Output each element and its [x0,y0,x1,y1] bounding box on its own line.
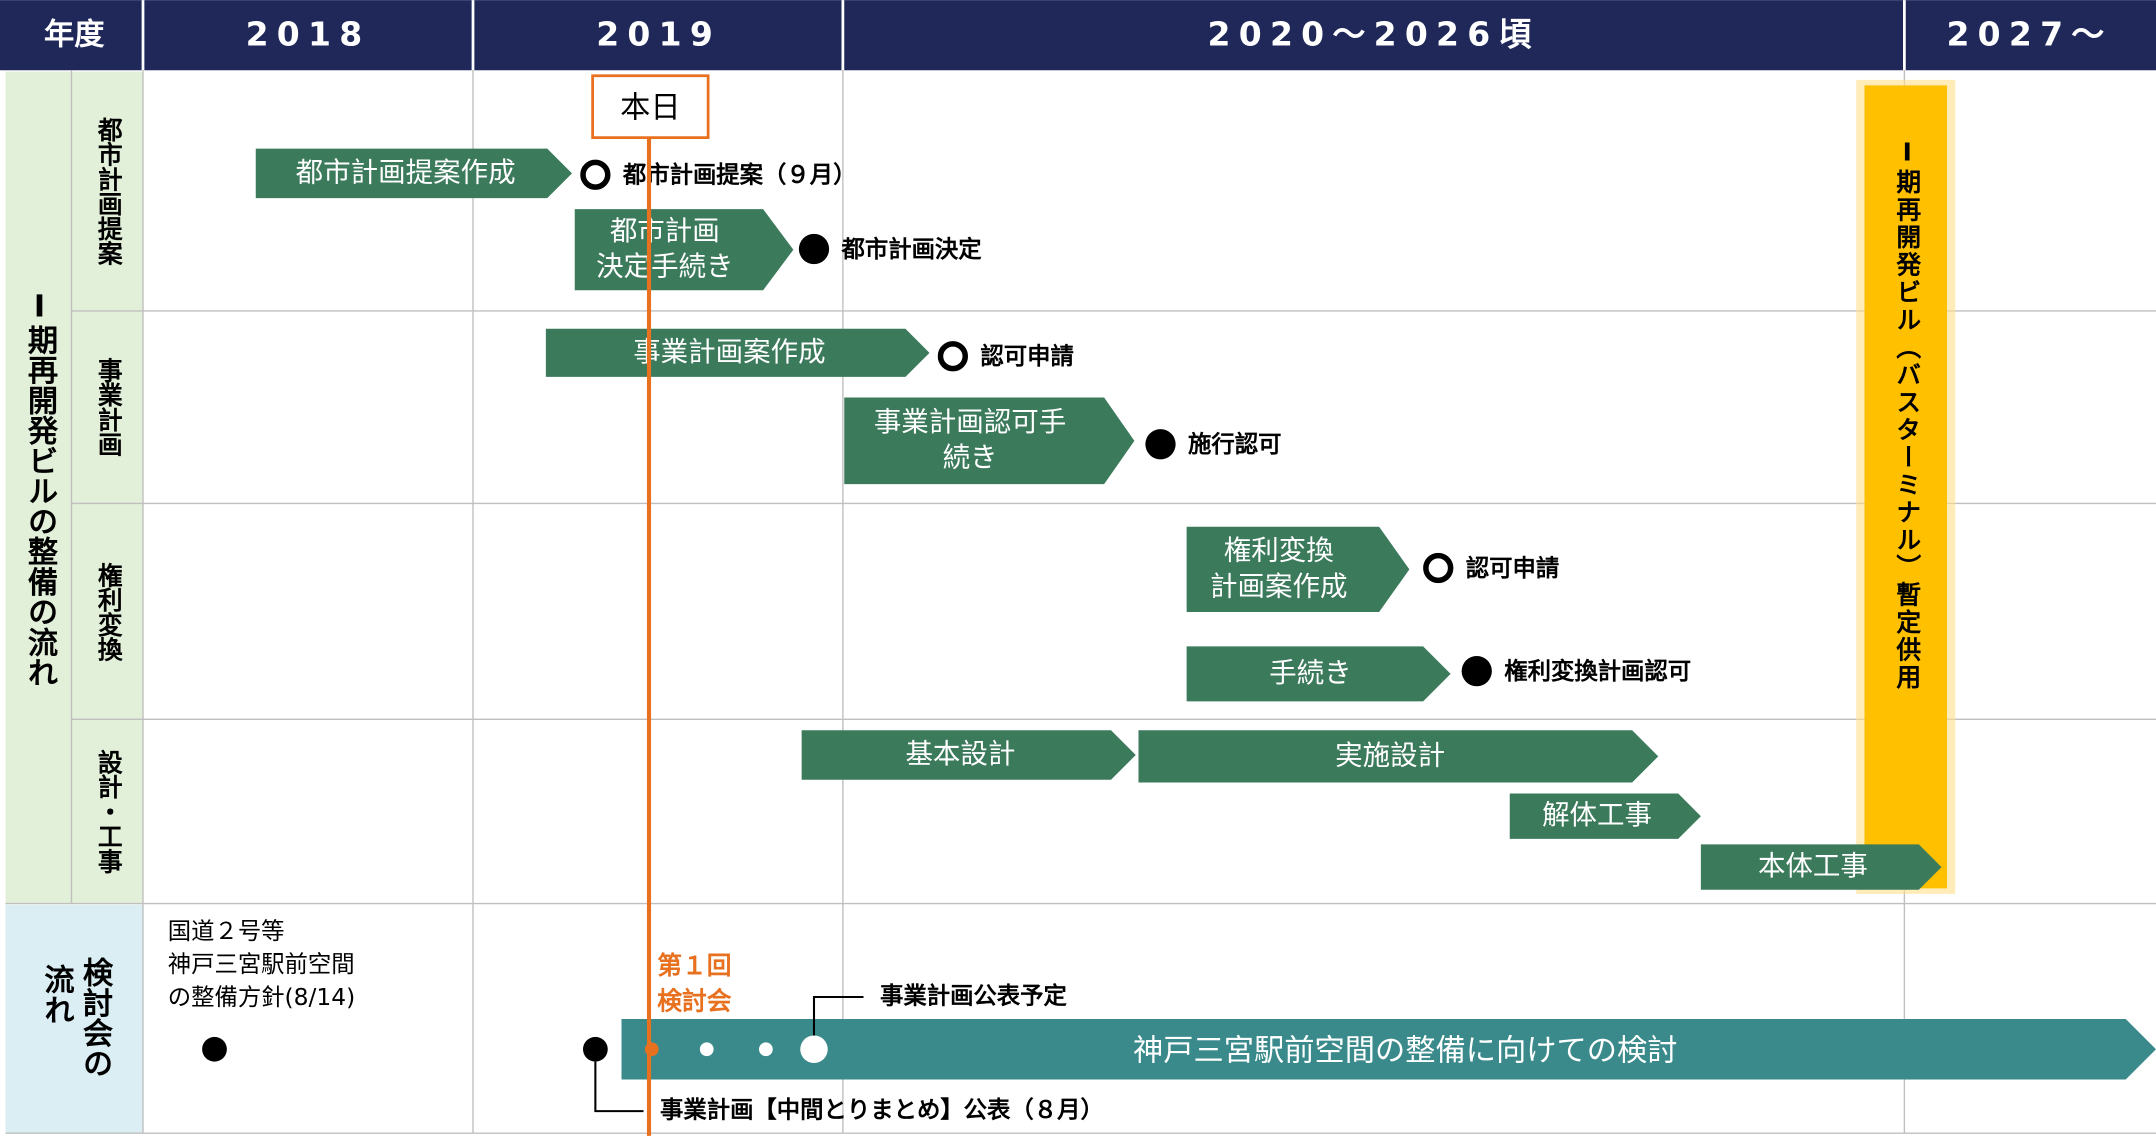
group-council-label: 流れ [39,964,75,1025]
callout [812,995,864,1036]
task-bar [1138,730,1659,783]
task-label: 手続き [1269,657,1352,689]
group-council-label: 検討会の [77,957,113,1078]
dot [644,1042,659,1057]
milestone [798,233,830,265]
task-bar [801,730,1136,780]
task-label: 実施設計 [1335,739,1445,771]
task-label: 計画案作成 [1210,570,1348,602]
milestone [1423,552,1454,584]
task-label: 基本設計 [905,738,1015,770]
milestone-label: 都市計画提案（９月） [622,161,857,189]
council-note: 神戸三宮駅前空間 [168,950,355,978]
task-label: 権利変換 [1224,535,1334,567]
task-bar [1509,793,1701,839]
header-year: 2027〜 [1946,14,2112,53]
task-bar [1186,646,1451,702]
dot [699,1042,714,1057]
milestone [1461,656,1492,687]
milestone [937,341,968,372]
task-label: 続き [943,442,998,474]
task-bar [545,328,930,377]
today-label: 本日 [620,90,681,125]
row-label: 事業計画 [94,357,123,456]
dot [583,1036,608,1062]
task-bar [844,397,1135,485]
header-year: 2018 [246,14,371,53]
dot [759,1042,773,1057]
task-label: 本体工事 [1758,850,1868,882]
header-year: 2020〜2026頃 [1208,14,1540,53]
plan-label: 事業計画公表予定 [880,982,1068,1010]
council-note: 国道２号等 [168,917,285,945]
task-label: 都市計画 [610,215,720,247]
task-label: 解体工事 [1542,799,1652,831]
building-bar [1864,85,1947,889]
task-label: 決定手続き [596,251,734,283]
row-label: 権利変換 [94,561,123,662]
council-note: の整備方針(8/14) [168,983,355,1011]
task-bar [1186,526,1410,612]
milestone-label: 権利変換計画認可 [1504,657,1691,685]
task-bar [574,209,794,291]
building-label: Ⅰ期再開発ビル（バスターミナル）暫定供用 [1893,138,1922,692]
council-bar [621,1019,2156,1080]
header-bar [0,0,2156,71]
dot [202,1036,227,1062]
milestone-label: 都市計画決定 [841,235,983,263]
council-bar-label: 神戸三宮駅前空間の整備に向けての検討 [1133,1034,1678,1069]
group-main-label: Ⅰ期再開発ビルの整備の流れ [22,289,59,687]
milestone [1145,429,1176,460]
callout [594,1061,644,1113]
dot [800,1035,828,1063]
task-bar [1700,844,1942,890]
row-label: 都市計画提案 [94,117,123,266]
header-year: 2019 [596,14,721,53]
first-council: 検討会 [657,987,732,1016]
task-label: 都市計画提案作成 [296,156,516,188]
task-label: 事業計画案作成 [633,336,826,368]
milestone-label: 施行認可 [1188,430,1281,458]
milestone [580,159,611,190]
header-corner: 年度 [44,17,105,52]
row-label: 設計・工事 [94,748,123,874]
interim-label: 事業計画【中間とりまとめ】公表（８月） [660,1096,1104,1124]
header-dividers [141,0,1906,71]
group-main-bg [5,71,143,904]
group-council-bg [5,904,143,1134]
first-council: 第１回 [657,951,731,980]
task-label: 事業計画認可手 [874,406,1067,438]
today-box [591,74,710,139]
milestone-label: 認可申請 [980,342,1073,370]
task-bar [255,148,572,199]
milestone-label: 認可申請 [1466,554,1559,582]
